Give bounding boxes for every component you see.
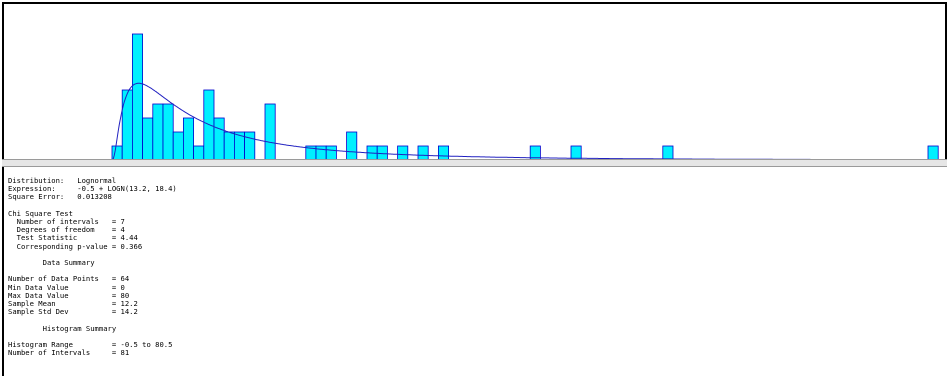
histogram-bar <box>131 33 143 160</box>
distribution-line: Distribution: Lognormal <box>8 176 117 185</box>
histogram-bar <box>437 145 449 160</box>
histogram-bar <box>662 145 674 160</box>
chi-dof-line: Degrees of freedom = 4 <box>8 225 125 235</box>
expression-line: Expression: -0.5 + LOGN(13.2, 18.4) <box>8 184 177 194</box>
histogram-bar <box>182 117 194 160</box>
histogram-bar <box>142 117 154 160</box>
histogram-bar <box>172 131 184 160</box>
chi-intervals-line: Number of intervals = 7 <box>8 217 125 227</box>
histogram-chart <box>109 33 939 160</box>
histogram-bar <box>570 145 582 160</box>
histogram-bar <box>417 145 429 160</box>
histogram-bar <box>315 145 327 160</box>
histogram-bars <box>111 33 939 160</box>
histogram-bar <box>223 131 235 160</box>
panel-splitter[interactable] <box>2 159 947 167</box>
histogram-bar <box>244 131 256 160</box>
histogram-bar <box>529 145 541 160</box>
min-value-line: Min Data Value = 0 <box>8 282 125 292</box>
histogram-bar <box>264 103 276 160</box>
chi-pvalue-line: Corresponding p-value = 0.366 <box>8 241 143 251</box>
histogram-bar <box>162 103 174 160</box>
histogram-bar <box>927 145 939 160</box>
fit-report-text: Distribution: Lognormal Expression: -0.5… <box>4 167 947 357</box>
chi-stat-line: Test Statistic = 4.44 <box>8 233 138 243</box>
histogram-bar <box>152 103 164 160</box>
data-summary-title: Data Summary <box>8 258 95 268</box>
histogram-bar <box>346 131 358 160</box>
histogram-intervals-line: Number of Intervals = 81 <box>8 348 130 358</box>
histogram-bar <box>325 145 337 160</box>
data-points-line: Number of Data Points = 64 <box>8 274 130 284</box>
histogram-summary-title: Histogram Summary <box>8 323 117 333</box>
sample-mean-line: Sample Mean = 12.2 <box>8 299 138 309</box>
chi-square-title: Chi Square Test <box>8 208 73 218</box>
fit-report-panel[interactable]: Distribution: Lognormal Expression: -0.5… <box>2 167 947 376</box>
max-value-line: Max Data Value = 80 <box>8 290 130 300</box>
sample-std-line: Sample Std Dev = 14.2 <box>8 307 138 317</box>
square-error-line: Square Error: 0.013208 <box>8 192 112 202</box>
histogram-range-line: Histogram Range = -0.5 to 80.5 <box>8 340 173 350</box>
histogram-bar <box>193 145 205 160</box>
histogram-panel <box>2 2 947 160</box>
histogram-bar <box>397 145 409 160</box>
histogram-bar <box>121 89 133 160</box>
histogram-bar <box>213 117 225 160</box>
